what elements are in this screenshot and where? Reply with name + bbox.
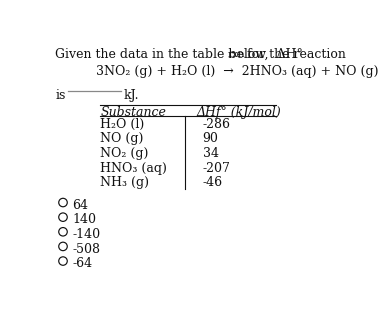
Text: for the reaction: for the reaction bbox=[243, 48, 346, 61]
Text: Substance: Substance bbox=[100, 106, 166, 118]
Text: 34: 34 bbox=[203, 147, 218, 160]
Text: rxn: rxn bbox=[228, 50, 246, 59]
Text: NO₂ (g): NO₂ (g) bbox=[100, 147, 149, 160]
Text: 140: 140 bbox=[72, 213, 96, 226]
Text: -207: -207 bbox=[203, 162, 230, 175]
Text: H₂O (l): H₂O (l) bbox=[100, 118, 144, 131]
Text: 90: 90 bbox=[203, 133, 218, 145]
Text: ΔHf° (kJ/mol): ΔHf° (kJ/mol) bbox=[196, 106, 281, 118]
Text: -64: -64 bbox=[72, 257, 92, 270]
Text: NO (g): NO (g) bbox=[100, 133, 144, 145]
Text: Given the data in the table below,  ΔH°: Given the data in the table below, ΔH° bbox=[55, 48, 303, 61]
Text: -508: -508 bbox=[72, 243, 100, 256]
Text: HNO₃ (aq): HNO₃ (aq) bbox=[100, 162, 167, 175]
Text: 64: 64 bbox=[72, 199, 88, 212]
Text: -140: -140 bbox=[72, 228, 100, 241]
Text: 3NO₂ (g) + H₂O (l)  →  2HNO₃ (aq) + NO (g): 3NO₂ (g) + H₂O (l) → 2HNO₃ (aq) + NO (g) bbox=[95, 65, 378, 78]
Text: is: is bbox=[55, 89, 66, 101]
Text: NH₃ (g): NH₃ (g) bbox=[100, 176, 149, 189]
Text: -46: -46 bbox=[203, 176, 223, 189]
Text: -286: -286 bbox=[203, 118, 231, 131]
Text: kJ.: kJ. bbox=[124, 89, 139, 101]
